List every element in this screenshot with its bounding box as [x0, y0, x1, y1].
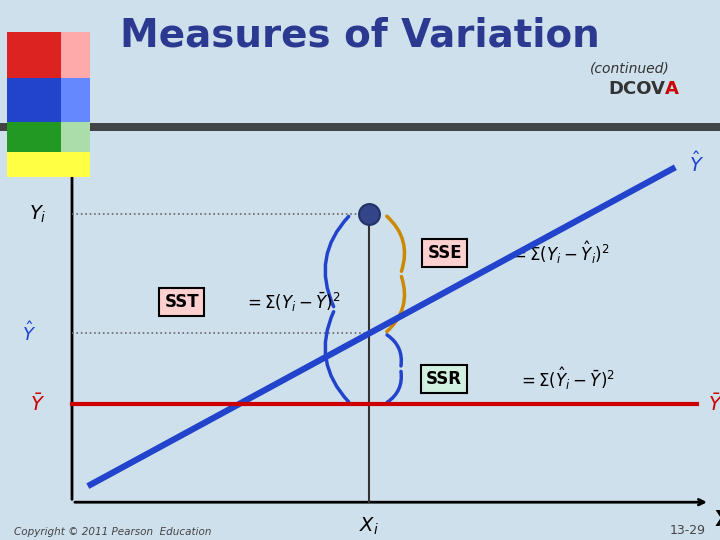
Text: Y: Y: [40, 113, 55, 133]
Bar: [61, 122, 90, 152]
Bar: [0, 123, 720, 131]
Bar: [7, 32, 61, 78]
Text: 13-29: 13-29: [670, 524, 706, 537]
Text: $\bar{Y}$: $\bar{Y}$: [708, 393, 720, 415]
Text: DCOV: DCOV: [608, 80, 665, 98]
Text: Copyright © 2011 Pearson  Education: Copyright © 2011 Pearson Education: [14, 527, 212, 537]
Text: $X_i$: $X_i$: [359, 516, 379, 537]
Bar: [61, 32, 90, 78]
Bar: [7, 152, 90, 177]
Bar: [61, 78, 90, 122]
Text: $\hat{Y}$: $\hat{Y}$: [688, 151, 703, 176]
Text: SST: SST: [164, 293, 199, 311]
Text: Measures of Variation: Measures of Variation: [120, 16, 600, 54]
Text: $= \Sigma(\hat{Y}_i - \bar{Y})^2$: $= \Sigma(\hat{Y}_i - \bar{Y})^2$: [518, 366, 615, 393]
Text: X: X: [714, 510, 720, 530]
Text: $Y_i$: $Y_i$: [29, 204, 47, 225]
Bar: [7, 78, 61, 122]
Text: $= \Sigma(Y_i - \bar{Y})^2$: $= \Sigma(Y_i - \bar{Y})^2$: [244, 291, 341, 314]
Text: SSE: SSE: [428, 244, 462, 262]
Bar: [7, 122, 61, 152]
Text: (continued): (continued): [590, 62, 670, 76]
Text: SSR: SSR: [426, 370, 462, 388]
Text: $\bar{Y}$: $\bar{Y}$: [30, 393, 45, 415]
Text: A: A: [665, 80, 678, 98]
Text: $\hat{Y}$: $\hat{Y}$: [22, 321, 36, 345]
Text: $= \Sigma(Y_i - \hat{Y}_i)^2$: $= \Sigma(Y_i - \hat{Y}_i)^2$: [509, 240, 610, 266]
